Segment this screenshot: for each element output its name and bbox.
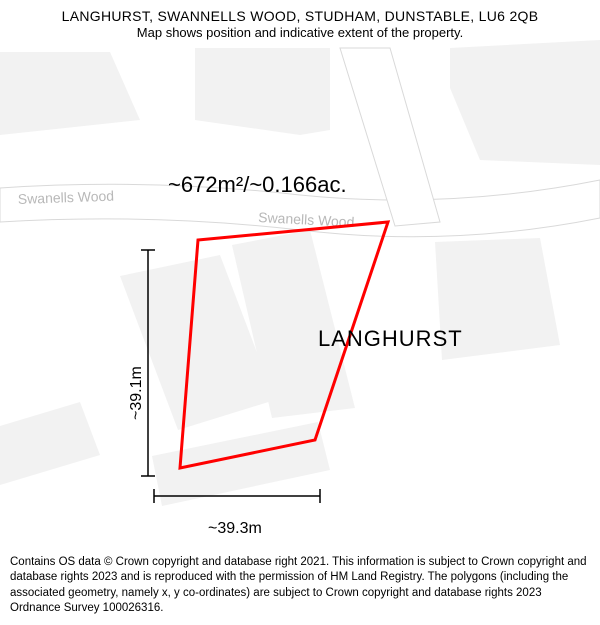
copyright-footer: Contains OS data © Crown copyright and d… (0, 551, 600, 625)
dimension-height-label: ~39.1m (128, 366, 146, 420)
header: LANGHURST, SWANNELLS WOOD, STUDHAM, DUNS… (0, 0, 600, 44)
property-name-label: LANGHURST (318, 326, 463, 352)
area-label: ~672m²/~0.166ac. (168, 172, 347, 198)
building-shape (152, 422, 330, 506)
building-shape (195, 48, 330, 135)
building-shape (0, 402, 100, 485)
building-shape (0, 52, 140, 135)
building-shape (450, 40, 600, 165)
map-svg: Swanells WoodSwanells Wood (0, 0, 600, 625)
road-name-label: Swanells Wood (18, 188, 115, 207)
dimension-width-label: ~39.3m (208, 520, 262, 538)
buildings-layer (0, 40, 600, 506)
page-subtitle: Map shows position and indicative extent… (10, 25, 590, 40)
page-title: LANGHURST, SWANNELLS WOOD, STUDHAM, DUNS… (10, 8, 590, 24)
